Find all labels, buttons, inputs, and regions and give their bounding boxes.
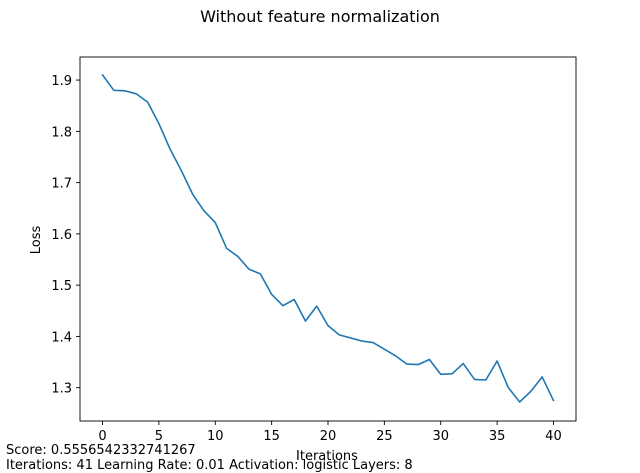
data-point (293, 299, 295, 301)
data-point (226, 247, 228, 249)
data-point (350, 337, 352, 339)
data-point (530, 390, 532, 392)
data-point (147, 101, 149, 103)
data-point (169, 148, 171, 150)
data-point (474, 379, 476, 381)
data-point (338, 334, 340, 336)
y-tick-label: 1.3 (51, 382, 72, 397)
x-tick-label: 15 (263, 429, 280, 444)
data-point (102, 74, 104, 76)
data-point (406, 363, 408, 365)
y-tick-label: 1.5 (51, 279, 72, 294)
data-point (417, 364, 419, 366)
data-point (451, 373, 453, 375)
data-point (124, 90, 126, 92)
data-point (462, 363, 464, 365)
training-params-text: Iterations: 41 Learning Rate: 0.01 Activ… (6, 458, 413, 473)
data-point (305, 320, 307, 322)
data-point (214, 222, 216, 224)
chart-title: Without feature normalization (200, 7, 440, 26)
data-point (237, 256, 239, 258)
data-point (327, 325, 329, 327)
score-text: Score: 0.5556542332741267 (6, 443, 196, 458)
data-point (508, 387, 510, 389)
data-point (282, 305, 284, 307)
x-axis-label: Iterations (296, 449, 358, 464)
data-point (429, 359, 431, 361)
data-point (384, 348, 386, 350)
data-point (248, 268, 250, 270)
data-point (181, 170, 183, 172)
data-point (136, 93, 138, 95)
x-tick-label: 5 (155, 429, 163, 444)
y-tick-label: 1.9 (51, 74, 72, 89)
plot-frame (79, 56, 577, 422)
x-tick-label: 40 (545, 429, 562, 444)
data-point (192, 194, 194, 196)
data-point (541, 376, 543, 378)
data-point (316, 305, 318, 307)
x-tick-label: 25 (376, 429, 393, 444)
data-point (260, 273, 262, 275)
data-point (372, 342, 374, 344)
y-tick-label: 1.8 (51, 125, 72, 140)
data-point (553, 400, 555, 402)
data-point (271, 294, 273, 296)
x-tick-label: 20 (320, 429, 337, 444)
data-point (519, 401, 521, 403)
y-tick-label: 1.4 (51, 330, 72, 345)
data-point (158, 123, 160, 125)
x-tick-label: 30 (432, 429, 449, 444)
x-tick-label: 35 (489, 429, 506, 444)
y-axis-label: Loss (29, 226, 44, 255)
x-tick-label: 10 (207, 429, 224, 444)
y-tick-label: 1.7 (51, 177, 72, 192)
data-point (496, 360, 498, 362)
x-tick-label: 0 (98, 429, 106, 444)
data-point (361, 340, 363, 342)
data-point (395, 355, 397, 357)
data-point (203, 210, 205, 212)
y-tick-label: 1.6 (51, 228, 72, 243)
data-point (440, 374, 442, 376)
series-line-0 (101, 73, 555, 403)
data-point (113, 90, 115, 92)
data-point (485, 379, 487, 381)
